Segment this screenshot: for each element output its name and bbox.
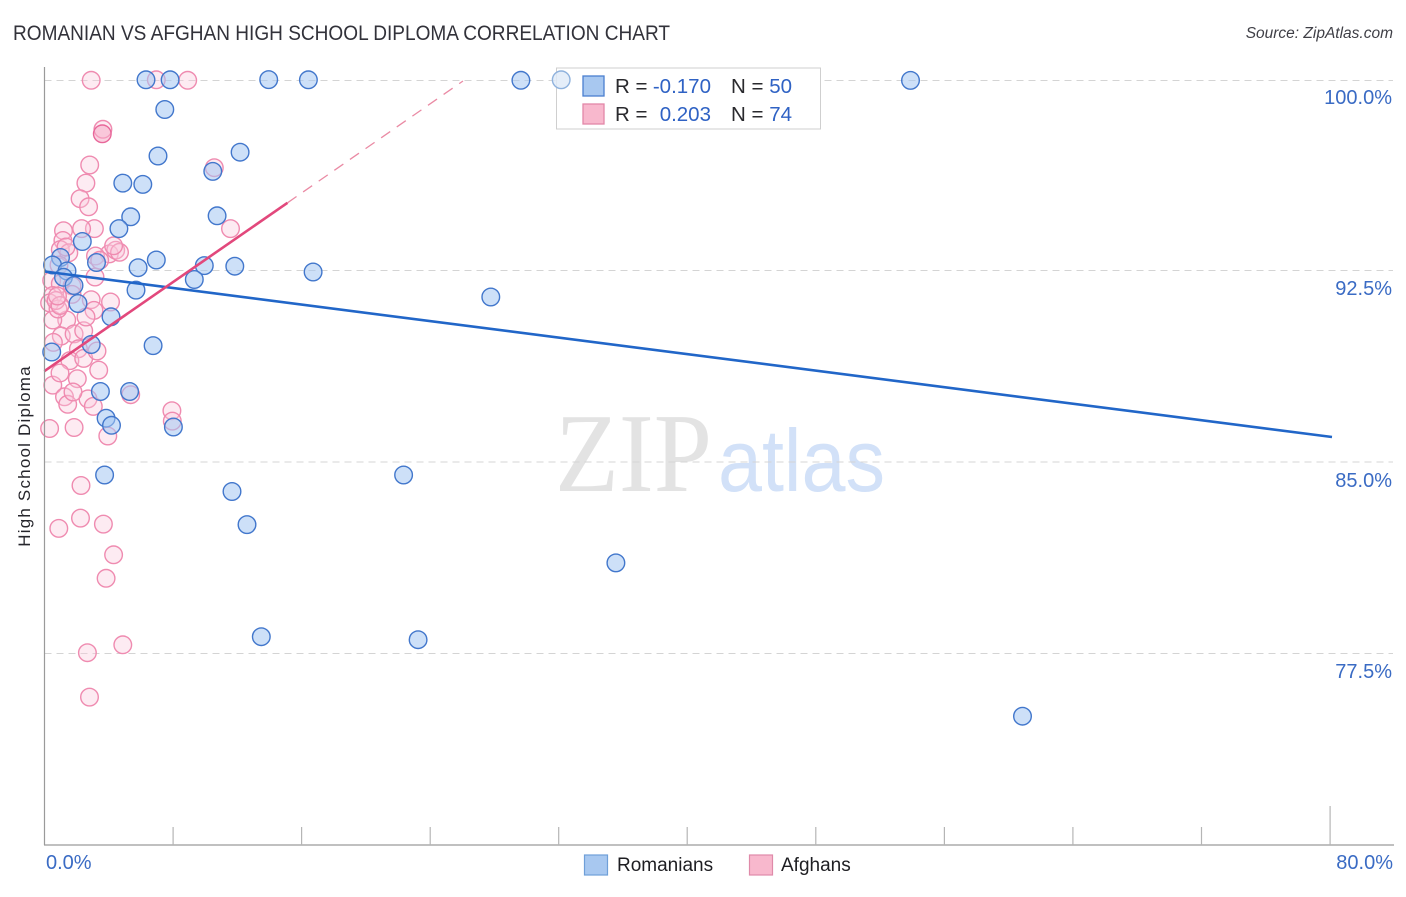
svg-text:50: 50	[769, 75, 792, 98]
svg-text:100.0%: 100.0%	[1324, 87, 1392, 109]
svg-text:0.203: 0.203	[660, 103, 711, 126]
svg-text:80.0%: 80.0%	[1336, 852, 1393, 874]
svg-text:-0.170: -0.170	[653, 75, 711, 98]
svg-text:Afghans: Afghans	[781, 855, 851, 876]
svg-text:92.5%: 92.5%	[1335, 278, 1392, 300]
svg-text:0.0%: 0.0%	[46, 852, 92, 874]
svg-text:ROMANIAN VS AFGHAN HIGH SCHOOL: ROMANIAN VS AFGHAN HIGH SCHOOL DIPLOMA C…	[13, 22, 670, 45]
svg-text:Romanians: Romanians	[617, 855, 713, 876]
svg-text:High School Diploma: High School Diploma	[15, 365, 34, 547]
svg-text:N =: N =	[731, 75, 763, 98]
svg-text:74: 74	[769, 103, 792, 126]
svg-text:77.5%: 77.5%	[1335, 661, 1392, 683]
svg-text:R =: R =	[615, 75, 647, 98]
svg-text:Source: ZipAtlas.com: Source: ZipAtlas.com	[1246, 25, 1393, 42]
svg-text:R =: R =	[615, 103, 647, 126]
svg-text:N =: N =	[731, 103, 763, 126]
svg-text:atlas: atlas	[718, 411, 885, 510]
svg-text:85.0%: 85.0%	[1335, 470, 1392, 492]
svg-text:ZIP: ZIP	[555, 392, 712, 516]
